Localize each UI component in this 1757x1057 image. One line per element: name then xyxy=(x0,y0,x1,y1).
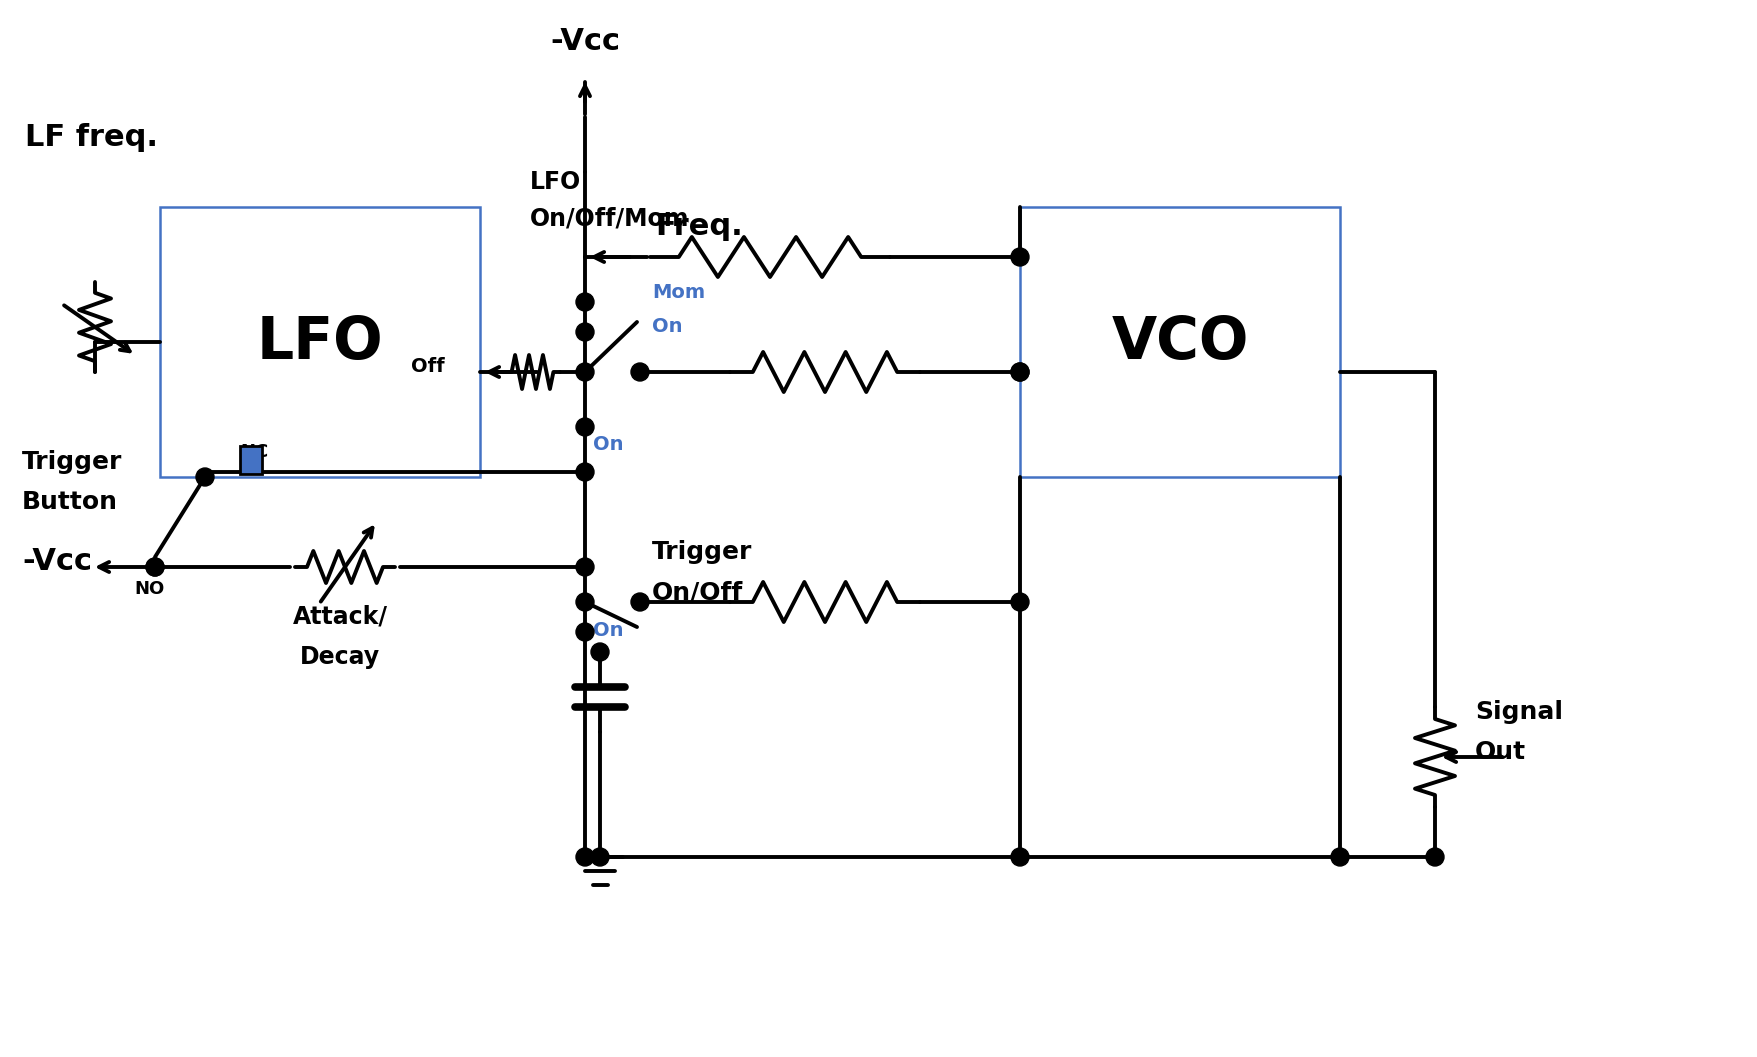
Circle shape xyxy=(1010,363,1028,381)
Text: On: On xyxy=(652,317,682,336)
Text: Decay: Decay xyxy=(300,645,380,669)
Circle shape xyxy=(1010,248,1028,266)
Circle shape xyxy=(146,558,163,576)
Circle shape xyxy=(576,558,594,576)
Circle shape xyxy=(576,323,594,341)
Text: Attack/: Attack/ xyxy=(292,605,387,629)
Circle shape xyxy=(576,293,594,311)
Text: Freq.: Freq. xyxy=(655,212,741,241)
Text: Off: Off xyxy=(411,356,445,375)
Text: Trigger: Trigger xyxy=(652,540,752,564)
Text: NO: NO xyxy=(135,580,165,598)
Text: LFO: LFO xyxy=(257,314,383,371)
Text: -Vcc: -Vcc xyxy=(23,548,91,576)
Circle shape xyxy=(576,848,594,866)
Bar xyxy=(1019,207,1339,477)
Circle shape xyxy=(576,418,594,435)
Circle shape xyxy=(576,623,594,641)
Text: Signal: Signal xyxy=(1474,700,1562,724)
Circle shape xyxy=(576,463,594,481)
Text: On/Off/Mom: On/Off/Mom xyxy=(529,207,689,231)
Circle shape xyxy=(576,593,594,611)
Circle shape xyxy=(1010,363,1028,381)
Circle shape xyxy=(1425,848,1442,866)
Bar xyxy=(160,207,480,477)
Bar xyxy=(241,446,262,474)
Circle shape xyxy=(590,643,608,661)
Circle shape xyxy=(576,363,594,381)
Circle shape xyxy=(1330,848,1348,866)
Text: Trigger: Trigger xyxy=(23,450,123,474)
Text: Mom: Mom xyxy=(652,282,705,301)
Text: LFO: LFO xyxy=(529,170,582,194)
Circle shape xyxy=(590,848,608,866)
Text: VCO: VCO xyxy=(1110,314,1247,371)
Circle shape xyxy=(195,468,214,486)
Text: On/Off: On/Off xyxy=(652,580,743,604)
Circle shape xyxy=(631,593,648,611)
Circle shape xyxy=(146,558,163,576)
Circle shape xyxy=(1010,593,1028,611)
Text: Button: Button xyxy=(23,490,118,514)
Text: Out: Out xyxy=(1474,740,1525,764)
Circle shape xyxy=(1010,848,1028,866)
Text: NC: NC xyxy=(241,443,269,461)
Text: On: On xyxy=(592,620,624,639)
Text: LF freq.: LF freq. xyxy=(25,123,158,151)
Text: On: On xyxy=(592,435,624,455)
Text: -Vcc: -Vcc xyxy=(550,27,620,56)
Circle shape xyxy=(631,363,648,381)
